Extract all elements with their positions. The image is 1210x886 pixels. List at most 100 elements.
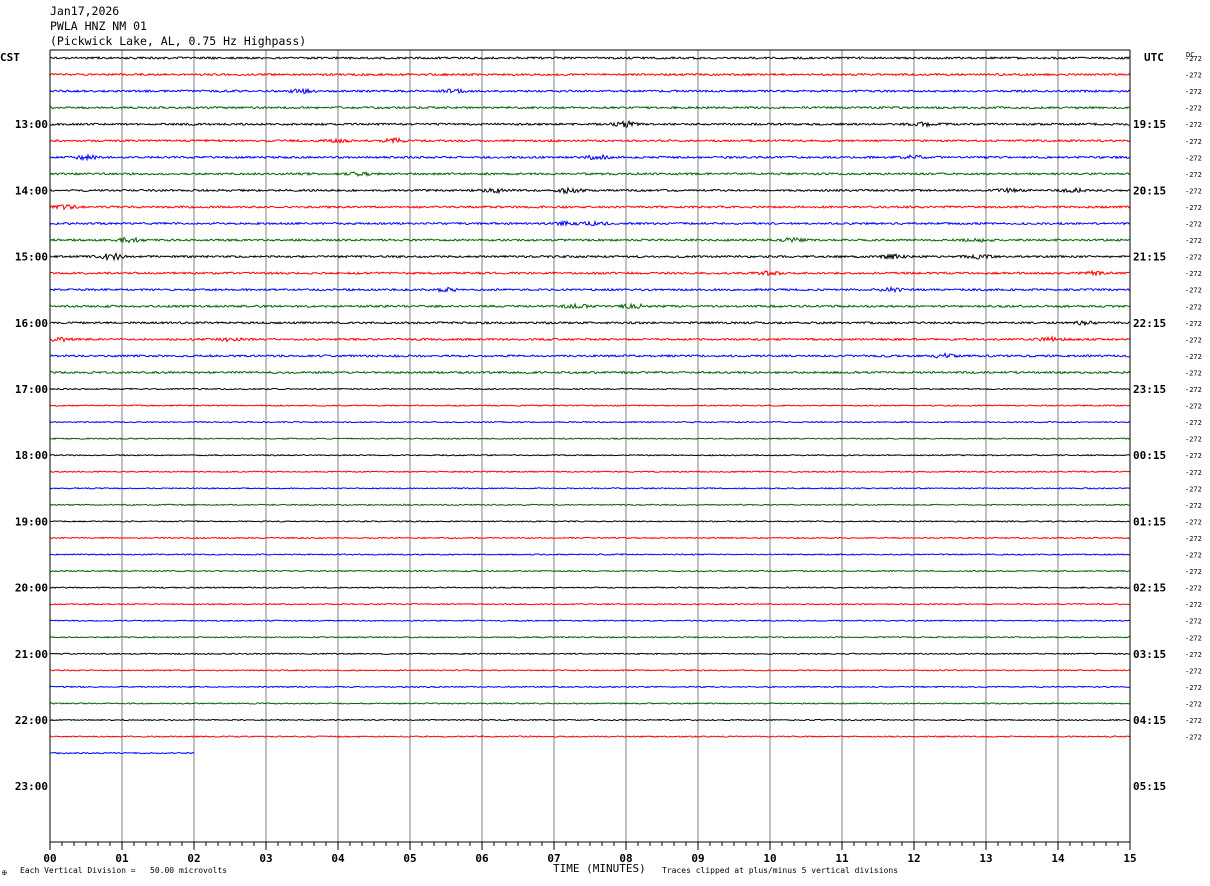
trace-line <box>49 404 1131 407</box>
left-hour-label: 16:00 <box>15 317 48 330</box>
left-hour-label: 13:00 <box>15 118 48 131</box>
dc-offset-label: -272 <box>1185 436 1202 444</box>
x-tick-label: 01 <box>115 852 129 865</box>
dc-offset-label: -272 <box>1185 254 1202 262</box>
right-hour-label: 22:15 <box>1133 317 1166 330</box>
axis-labels: 00 01 02 03 04 05 06 07 08 09 10 11 12 13 14 15 CST UTC DC… <box>0 51 1202 865</box>
trace-group <box>49 56 1131 755</box>
trace-line <box>49 486 1131 490</box>
dc-offset-label: -272 <box>1185 270 1202 278</box>
trace-line <box>49 635 1131 639</box>
dc-offset-label: -272 <box>1185 287 1202 295</box>
dc-offset-label: -272 <box>1185 684 1202 692</box>
dc-offset-label: -272 <box>1185 700 1202 708</box>
left-timezone: CST <box>0 51 20 64</box>
trace-line <box>49 285 1131 294</box>
x-axis-label: TIME (MINUTES) <box>553 862 646 875</box>
dc-offset-label: -272 <box>1185 535 1202 543</box>
left-hour-label: 23:00 <box>15 780 48 793</box>
trace-line <box>49 735 1131 738</box>
dc-offset-label: -272 <box>1185 485 1202 493</box>
dc-offset-label: -272 <box>1185 568 1202 576</box>
dc-offset-label: -272 <box>1185 154 1202 162</box>
dc-offset-label: -272 <box>1185 105 1202 113</box>
dc-offset-label: -272 <box>1185 55 1202 63</box>
x-tick-label: 10 <box>763 852 776 865</box>
trace-line <box>49 718 1131 722</box>
dc-offset-label: -272 <box>1185 601 1202 609</box>
trace-line <box>49 320 1131 327</box>
left-hour-label: 18:00 <box>15 449 48 462</box>
trace-line <box>49 269 1131 277</box>
trace-line <box>49 437 1131 440</box>
trace-line <box>49 619 1131 623</box>
trace-line <box>49 453 1131 457</box>
right-hour-label: 20:15 <box>1133 184 1166 197</box>
dc-offset-label: -272 <box>1185 452 1202 460</box>
trace-line <box>49 470 1131 474</box>
trace-line <box>49 56 1131 60</box>
trace-line <box>49 702 1131 705</box>
header-location: (Pickwick Lake, AL, 0.75 Hz Highpass) <box>50 34 307 48</box>
trace-line <box>49 219 1131 227</box>
dc-offset-label: -272 <box>1185 386 1202 394</box>
trace-line <box>49 685 1131 689</box>
axes-frame <box>49 49 1131 850</box>
dc-offset-label: -272 <box>1185 585 1202 593</box>
x-tick-label: 05 <box>403 852 416 865</box>
dc-offset-label: -272 <box>1185 138 1202 146</box>
dc-offset-label: -272 <box>1185 336 1202 344</box>
right-hour-label: 01:15 <box>1133 515 1166 528</box>
trace-line <box>49 536 1131 540</box>
left-hour-label: 17:00 <box>15 383 48 396</box>
right-hour-label: 19:15 <box>1133 118 1166 131</box>
right-hour-label: 21:15 <box>1133 251 1166 264</box>
trace-line <box>49 751 195 755</box>
trace-line <box>49 302 1131 310</box>
x-tick-label: 07 <box>547 852 560 865</box>
right-timezone: UTC <box>1144 51 1164 64</box>
dc-offset-label: -272 <box>1185 403 1202 411</box>
header-station: PWLA HNZ NM 01 <box>50 19 147 33</box>
right-hour-label: 02:15 <box>1133 582 1166 595</box>
dc-offset-label: -272 <box>1185 518 1202 526</box>
x-tick-label: 00 <box>43 852 56 865</box>
trace-line <box>49 352 1131 359</box>
trace-line <box>49 204 1131 211</box>
trace-line <box>49 236 1131 244</box>
right-hour-label: 03:15 <box>1133 648 1166 661</box>
dc-offset-label: -272 <box>1185 369 1202 377</box>
trace-line <box>49 251 1131 262</box>
dc-offset-label: -272 <box>1185 502 1202 510</box>
dc-offset-label: -272 <box>1185 734 1202 742</box>
left-hour-label: 15:00 <box>15 251 48 264</box>
x-tick-label: 08 <box>619 852 632 865</box>
x-tick-label: 03 <box>259 852 272 865</box>
dc-offset-label: -272 <box>1185 171 1202 179</box>
trace-line <box>49 105 1131 110</box>
trace-line <box>49 586 1131 589</box>
trace-line <box>49 335 1131 343</box>
x-tick-label: 06 <box>475 852 489 865</box>
trace-line <box>49 170 1131 178</box>
dc-offset-label: -272 <box>1185 303 1202 311</box>
dc-offset-label: -272 <box>1185 320 1202 328</box>
dc-offset-label: -272 <box>1185 121 1202 129</box>
x-tick-label: 02 <box>187 852 200 865</box>
trace-line <box>49 186 1131 195</box>
right-hour-label: 23:15 <box>1133 383 1166 396</box>
corner-mark: ✠ <box>2 868 7 877</box>
right-hour-label: 05:15 <box>1133 780 1166 793</box>
left-hour-label: 21:00 <box>15 648 48 661</box>
dc-offset-label: -272 <box>1185 72 1202 80</box>
x-tick-label: 14 <box>1051 852 1065 865</box>
dc-offset-label: -272 <box>1185 717 1202 725</box>
left-hour-label: 19:00 <box>15 515 48 528</box>
dc-offset-label: -272 <box>1185 651 1202 659</box>
trace-line <box>49 119 1131 129</box>
dc-offset-label: -272 <box>1185 237 1202 245</box>
trace-line <box>49 669 1131 672</box>
x-tick-label: 13 <box>979 852 992 865</box>
trace-line <box>49 520 1131 523</box>
x-tick-label: 04 <box>331 852 345 865</box>
